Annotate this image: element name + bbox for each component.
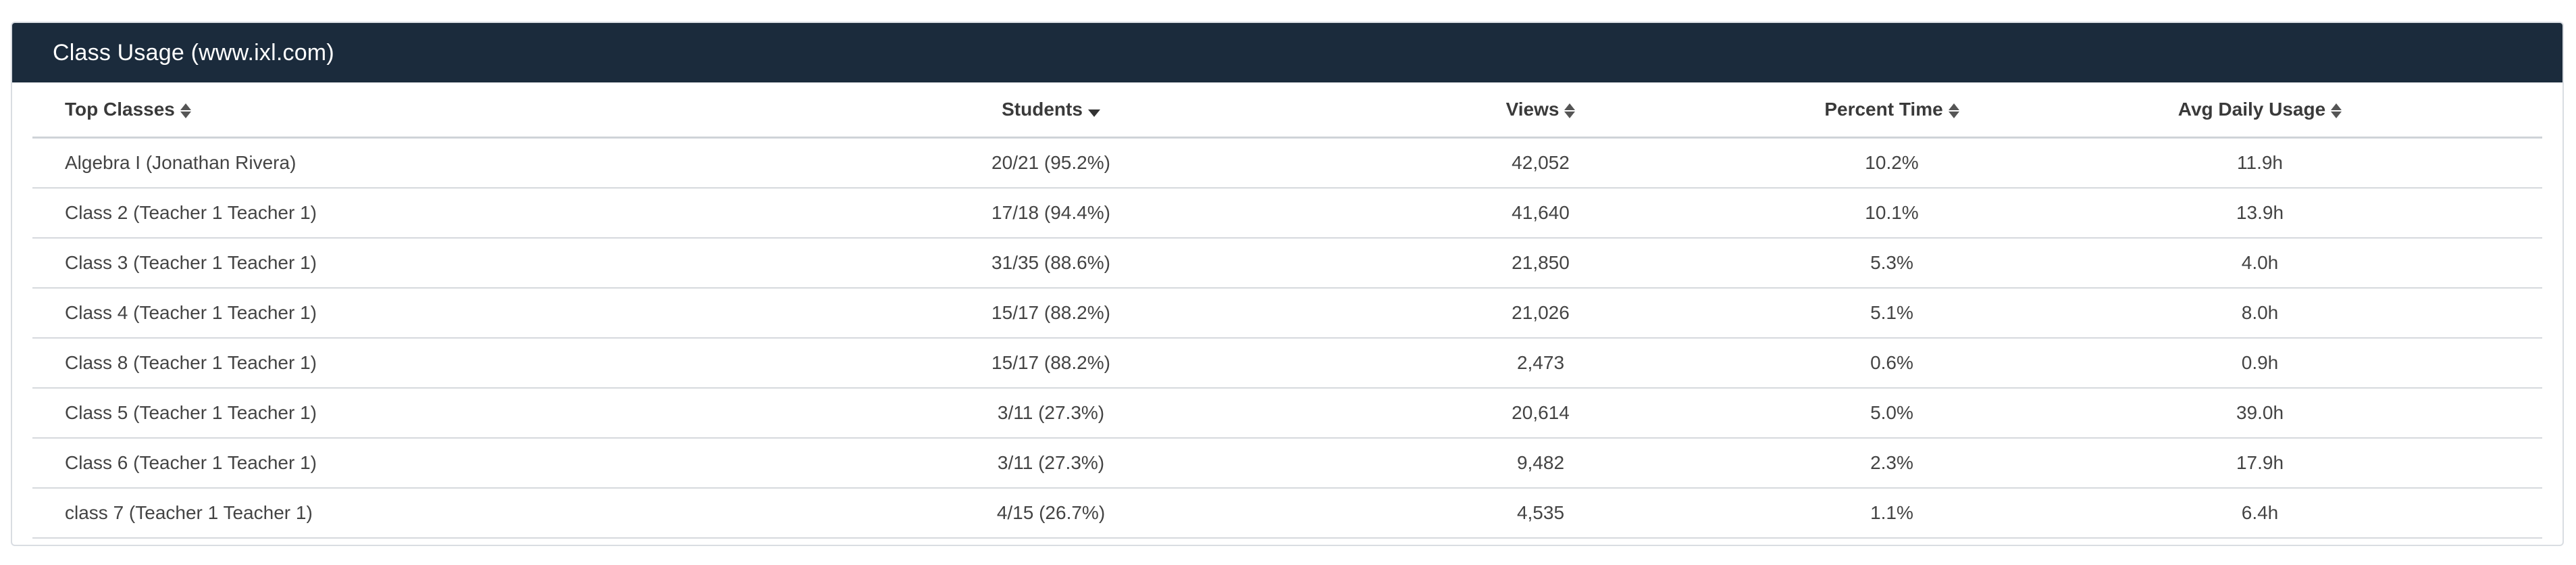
table-row: Class 8 (Teacher 1 Teacher 1) 15/17 (88.2…	[32, 338, 2542, 389]
cell-students: 3/11 (27.3%)	[788, 388, 1314, 439]
cell-views: 4,535	[1314, 488, 1767, 539]
column-header-label: Avg Daily Usage	[2178, 99, 2326, 120]
column-header-spacer	[2503, 82, 2542, 139]
cell-class-name: class 7 (Teacher 1 Teacher 1)	[32, 488, 788, 539]
cell-views: 21,026	[1314, 288, 1767, 339]
sort-icon[interactable]	[180, 102, 191, 120]
table-row: class 7 (Teacher 1 Teacher 1) 4/15 (26.7%…	[32, 488, 2542, 539]
column-header-avg-daily-usage[interactable]: Avg Daily Usage	[2017, 82, 2503, 139]
sort-icon[interactable]	[1948, 102, 1959, 120]
column-header-top-classes[interactable]: Top Classes	[32, 82, 788, 139]
sort-icon[interactable]	[1564, 102, 1576, 120]
table-row: Class 5 (Teacher 1 Teacher 1) 3/11 (27.3%…	[32, 388, 2542, 439]
row-spacer	[2503, 338, 2542, 389]
cell-students: 4/15 (26.7%)	[788, 488, 1314, 539]
cell-class-name: Class 5 (Teacher 1 Teacher 1)	[32, 388, 788, 439]
column-header-label: Students	[1002, 99, 1083, 120]
cell-percent-time: 10.1%	[1767, 188, 2017, 239]
cell-avg-daily-usage: 11.9h	[2017, 137, 2503, 189]
cell-avg-daily-usage: 13.9h	[2017, 188, 2503, 239]
cell-students: 31/35 (88.6%)	[788, 238, 1314, 289]
cell-class-name: Class 6 (Teacher 1 Teacher 1)	[32, 438, 788, 489]
column-header-label: Views	[1505, 99, 1560, 120]
column-header-percent-time[interactable]: Percent Time	[1767, 82, 2017, 139]
cell-class-name: Class 8 (Teacher 1 Teacher 1)	[32, 338, 788, 389]
cell-class-name: Class 3 (Teacher 1 Teacher 1)	[32, 238, 788, 289]
cell-class-name: Algebra I (Jonathan Rivera)	[32, 137, 788, 189]
class-usage-panel: Class Usage (www.ixl.com) Top Classes St…	[11, 22, 2564, 546]
cell-percent-time: 0.6%	[1767, 338, 2017, 389]
table-row: Class 6 (Teacher 1 Teacher 1) 3/11 (27.3%…	[32, 438, 2542, 489]
cell-percent-time: 10.2%	[1767, 137, 2017, 189]
cell-percent-time: 5.0%	[1767, 388, 2017, 439]
cell-class-name: Class 2 (Teacher 1 Teacher 1)	[32, 188, 788, 239]
cell-students: 15/17 (88.2%)	[788, 338, 1314, 389]
cell-percent-time: 5.3%	[1767, 238, 2017, 289]
cell-students: 15/17 (88.2%)	[788, 288, 1314, 339]
cell-percent-time: 5.1%	[1767, 288, 2017, 339]
cell-avg-daily-usage: 39.0h	[2017, 388, 2503, 439]
row-spacer	[2503, 488, 2542, 539]
cell-views: 21,850	[1314, 238, 1767, 289]
cell-views: 9,482	[1314, 438, 1767, 489]
table-row: Algebra I (Jonathan Rivera) 20/21 (95.2%)…	[32, 137, 2542, 189]
table-row: Class 2 (Teacher 1 Teacher 1) 17/18 (94.4…	[32, 188, 2542, 239]
cell-views: 41,640	[1314, 188, 1767, 239]
row-spacer	[2503, 137, 2542, 189]
cell-class-name: Class 4 (Teacher 1 Teacher 1)	[32, 288, 788, 339]
column-header-views[interactable]: Views	[1314, 82, 1767, 139]
sort-desc-icon[interactable]	[1087, 109, 1100, 118]
cell-avg-daily-usage: 6.4h	[2017, 488, 2503, 539]
row-spacer	[2503, 238, 2542, 289]
cell-views: 2,473	[1314, 338, 1767, 389]
column-header-label: Top Classes	[65, 99, 175, 120]
cell-views: 20,614	[1314, 388, 1767, 439]
table-body: Algebra I (Jonathan Rivera) 20/21 (95.2%)…	[32, 137, 2542, 539]
cell-avg-daily-usage: 17.9h	[2017, 438, 2503, 489]
column-header-students[interactable]: Students	[788, 82, 1314, 139]
class-usage-table: Top Classes Students Views Percent Time …	[32, 82, 2542, 539]
cell-students: 3/11 (27.3%)	[788, 438, 1314, 489]
table-row: Class 3 (Teacher 1 Teacher 1) 31/35 (88.6…	[32, 238, 2542, 289]
table-header-row: Top Classes Students Views Percent Time …	[32, 82, 2542, 139]
cell-percent-time: 1.1%	[1767, 488, 2017, 539]
cell-views: 42,052	[1314, 137, 1767, 189]
sort-icon[interactable]	[2331, 102, 2342, 120]
row-spacer	[2503, 438, 2542, 489]
panel-header: Class Usage (www.ixl.com)	[12, 23, 2562, 82]
cell-avg-daily-usage: 8.0h	[2017, 288, 2503, 339]
cell-students: 20/21 (95.2%)	[788, 137, 1314, 189]
cell-avg-daily-usage: 4.0h	[2017, 238, 2503, 289]
panel-title: Class Usage (www.ixl.com)	[53, 39, 334, 66]
table-row: Class 4 (Teacher 1 Teacher 1) 15/17 (88.2…	[32, 288, 2542, 339]
row-spacer	[2503, 288, 2542, 339]
row-spacer	[2503, 388, 2542, 439]
cell-students: 17/18 (94.4%)	[788, 188, 1314, 239]
cell-avg-daily-usage: 0.9h	[2017, 338, 2503, 389]
column-header-label: Percent Time	[1824, 99, 1943, 120]
cell-percent-time: 2.3%	[1767, 438, 2017, 489]
row-spacer	[2503, 188, 2542, 239]
